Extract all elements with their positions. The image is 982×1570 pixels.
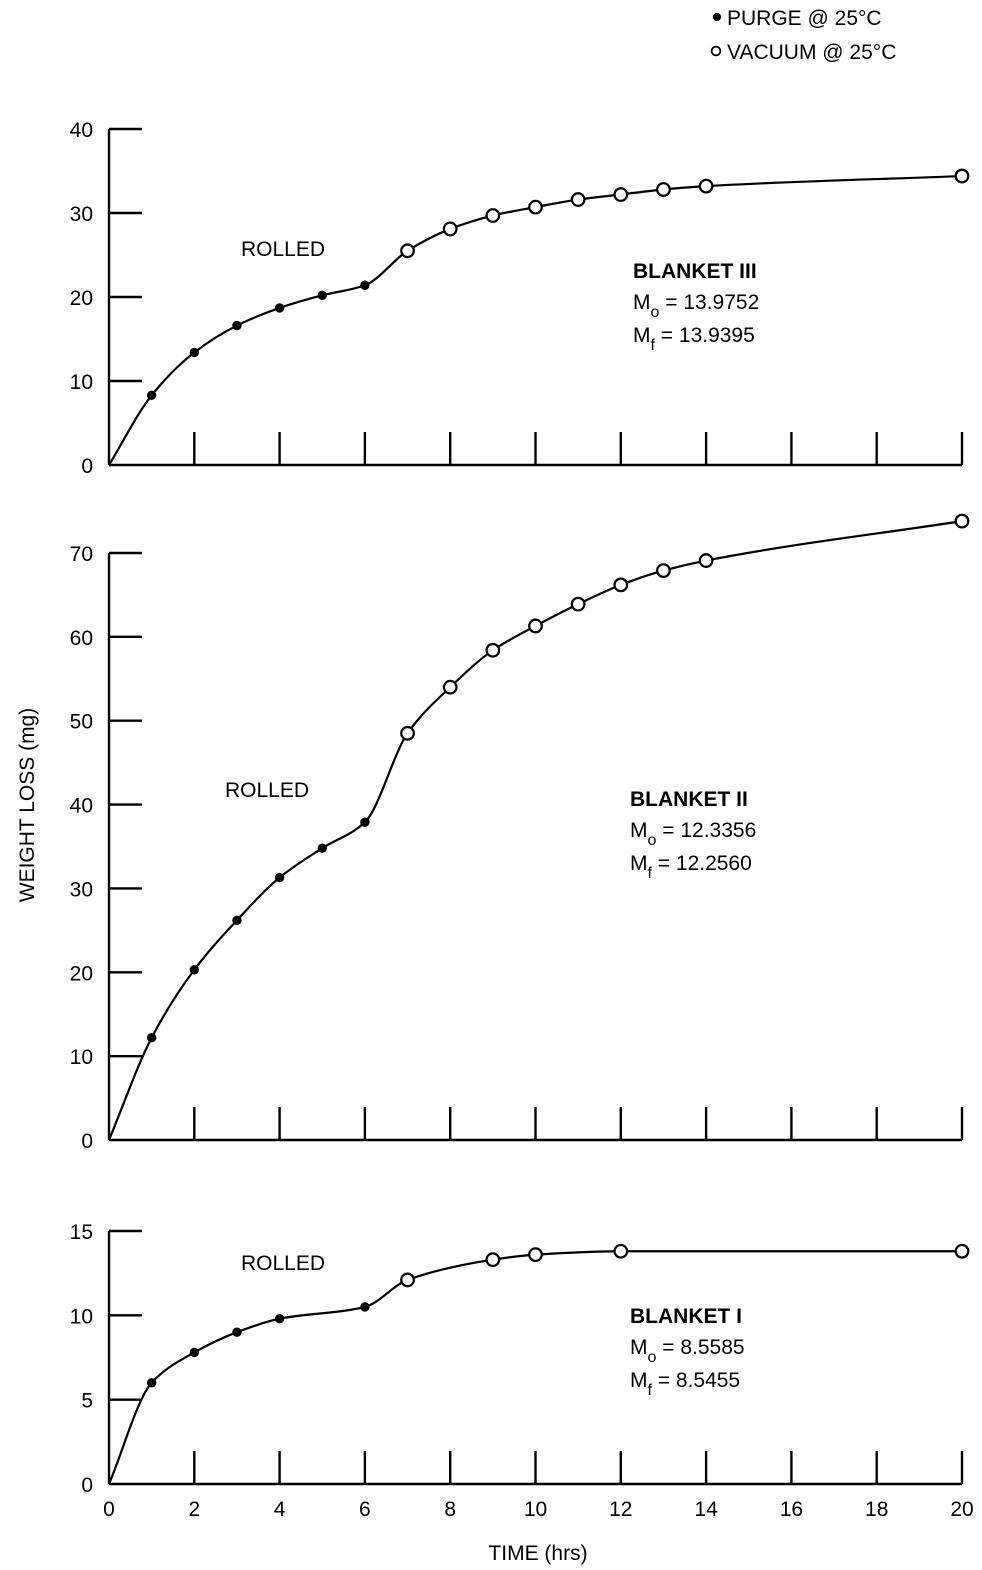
y-tick-label: 40 (70, 119, 93, 142)
data-point-purge (274, 872, 285, 883)
mass-initial: Mo = 13.9752 (633, 291, 759, 321)
x-tick-label: 16 (780, 1498, 803, 1521)
y-tick-label: 20 (70, 962, 93, 985)
mass-initial: Mo = 12.3356 (630, 819, 756, 849)
panel-blanket-iii: 0 10 20 30 40 ROLLED BLANKET III Mo = 13.9752Mf… (70, 119, 970, 478)
y-tick-label: 5 (81, 1390, 93, 1413)
data-point-purge (232, 320, 242, 331)
data-point-vacuum (613, 577, 629, 593)
y-axis-title: WEIGHT LOSS (mg) (16, 708, 39, 902)
data-point-vacuum (698, 553, 714, 568)
y-tick-label: 40 (70, 795, 93, 818)
data-point-vacuum (485, 1252, 501, 1268)
data-point-purge (232, 915, 242, 925)
data-point-vacuum (485, 642, 501, 658)
mass-final: Mf = 8.5455 (630, 1369, 740, 1399)
data-point-vacuum (528, 1247, 543, 1263)
blanket-title: BLANKET II (630, 788, 748, 811)
blanket-title: BLANKET I (630, 1305, 742, 1328)
fit-curve (107, 520, 963, 1141)
data-point-vacuum (954, 168, 970, 184)
x-tick-label: 20 (950, 1498, 973, 1521)
mass-final: Mf = 12.2560 (630, 852, 752, 882)
data-point-vacuum (656, 563, 671, 579)
rolled-annotation: ROLLED (225, 779, 309, 802)
data-point-purge (146, 1378, 157, 1388)
y-tick-label: 10 (70, 1046, 93, 1069)
x-tick-label: 14 (694, 1498, 718, 1521)
legend-purge-label: PURGE @ 25°C (727, 7, 882, 30)
y-tick-label: 0 (81, 455, 93, 478)
y-tick-label: 15 (70, 1221, 93, 1244)
y-tick-label: 50 (70, 711, 93, 734)
x-axis-title: TIME (hrs) (488, 1542, 587, 1565)
fit-curve (107, 1250, 962, 1485)
mass-initial: Mo = 8.5585 (630, 1336, 745, 1366)
x-tick-labels: 0 2 4 6 8 10 12 14 16 18 20 (103, 1498, 974, 1521)
x-tick-label: 10 (524, 1498, 547, 1521)
y-tick-label: 10 (70, 1305, 93, 1328)
data-point-purge (360, 817, 370, 827)
x-tick-label: 18 (865, 1498, 888, 1521)
data-point-purge (317, 843, 327, 853)
data-point-vacuum (485, 208, 501, 223)
x-tick-label: 4 (274, 1498, 286, 1521)
x-tick-label: 6 (359, 1498, 371, 1521)
x-tick-label: 12 (609, 1498, 632, 1521)
data-point-purge (274, 1314, 285, 1324)
legend-purge-marker (712, 12, 722, 22)
data-point-vacuum (656, 182, 671, 197)
data-point-vacuum (400, 725, 415, 741)
data-point-purge (274, 303, 285, 313)
blanket-title: BLANKET III (633, 260, 757, 283)
data-point-vacuum (570, 596, 586, 612)
fit-curve (108, 174, 963, 466)
data-point-vacuum (570, 192, 586, 207)
data-point-vacuum (613, 1243, 629, 1259)
data-point-vacuum (442, 679, 458, 695)
data-point-purge (146, 1032, 157, 1043)
y-tick-label: 10 (70, 371, 93, 394)
data-point-vacuum (954, 513, 970, 529)
data-point-vacuum (954, 1243, 970, 1259)
y-tick-label: 30 (70, 203, 93, 226)
y-tick-label: 0 (81, 1130, 93, 1153)
data-point-vacuum (400, 1272, 415, 1288)
rolled-annotation: ROLLED (241, 1252, 325, 1275)
data-point-vacuum (442, 221, 458, 237)
y-tick-label: 70 (70, 543, 93, 566)
y-tick-label: 60 (70, 627, 93, 650)
x-tick-label: 8 (444, 1498, 456, 1521)
rolled-annotation: ROLLED (241, 238, 325, 261)
data-point-vacuum (528, 199, 543, 215)
x-tick-label: 0 (103, 1498, 115, 1521)
mass-final: Mf = 13.9395 (633, 324, 755, 354)
data-point-vacuum (698, 178, 714, 194)
data-point-purge (189, 1347, 200, 1358)
data-point-purge (317, 290, 327, 301)
data-point-purge (146, 390, 157, 400)
legend: PURGE @ 25°C VACUUM @ 25°C (710, 7, 896, 64)
data-point-vacuum (400, 243, 415, 259)
data-point-purge (189, 347, 200, 358)
data-point-purge (232, 1327, 242, 1337)
panel-blanket-ii: 0 10 20 30 40 50 60 70 ROLLED BLANKET II Mo = 12.3… (70, 513, 970, 1153)
y-tick-label: 30 (70, 878, 93, 901)
x-tick-label: 2 (188, 1498, 200, 1521)
data-point-purge (189, 965, 200, 975)
data-point-purge (360, 1302, 370, 1312)
legend-vacuum-label: VACUUM @ 25°C (727, 41, 896, 64)
data-point-vacuum (613, 187, 629, 202)
data-point-purge (360, 280, 370, 290)
legend-vacuum-marker (710, 45, 722, 57)
y-tick-label: 20 (70, 287, 93, 310)
y-tick-label: 0 (81, 1474, 93, 1497)
data-point-vacuum (528, 618, 543, 634)
